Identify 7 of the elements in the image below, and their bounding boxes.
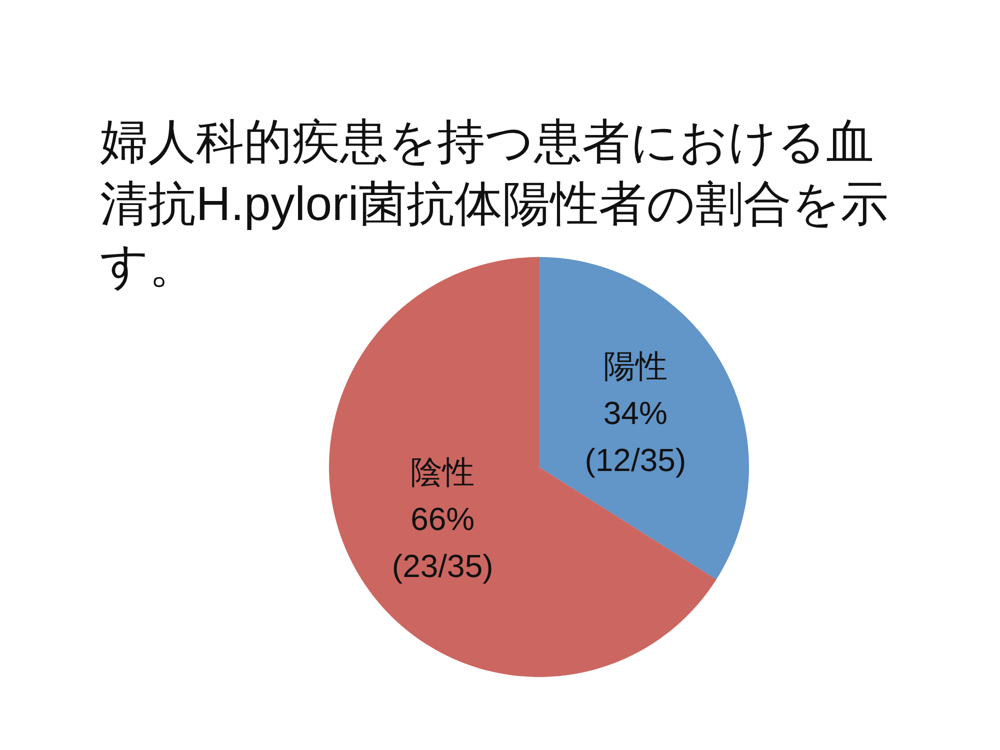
pie-slice: [329, 257, 716, 677]
slice-label: 陰性: [410, 454, 475, 490]
data-label: 66% (23/35): [392, 500, 494, 584]
pie-slice: [539, 257, 749, 580]
chart-title: 婦人科的疾患を持つ患者における血清抗H.pylori菌抗体陽性者の割合を示す。: [100, 115, 890, 295]
data-label: 34% (12/35): [584, 395, 686, 478]
slice-label: 陽性: [603, 348, 668, 384]
